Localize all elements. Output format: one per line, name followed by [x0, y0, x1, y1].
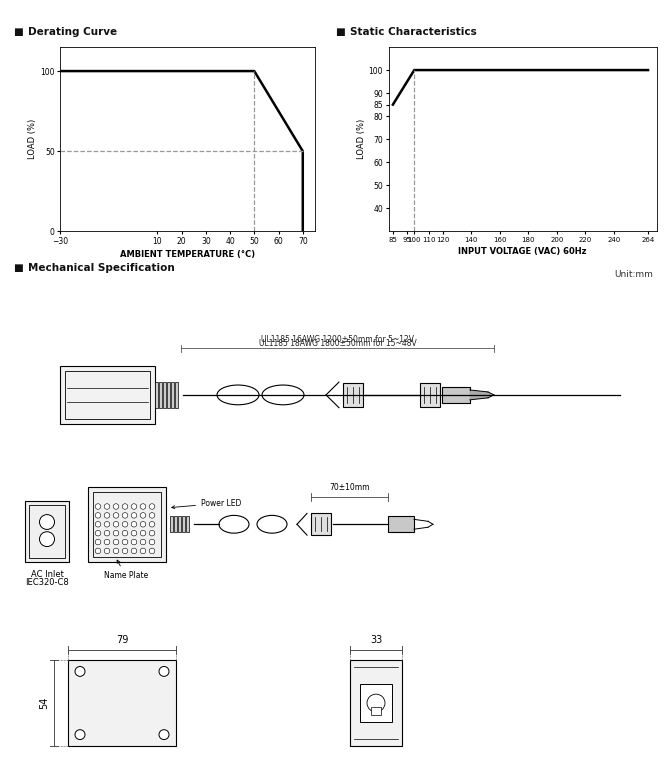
Circle shape — [113, 531, 119, 536]
Circle shape — [113, 513, 119, 518]
Circle shape — [140, 504, 146, 510]
Bar — [155, 383, 158, 408]
X-axis label: AMBIENT TEMPERATURE (°C): AMBIENT TEMPERATURE (°C) — [120, 250, 255, 259]
Text: Mechanical Specification: Mechanical Specification — [28, 263, 175, 273]
Bar — [174, 517, 177, 532]
Bar — [182, 517, 185, 532]
Text: UL1185 18AWG 1800±50mm for 15~48V: UL1185 18AWG 1800±50mm for 15~48V — [259, 339, 416, 349]
Circle shape — [122, 513, 128, 518]
Circle shape — [159, 730, 169, 739]
Circle shape — [122, 504, 128, 510]
Circle shape — [75, 666, 85, 677]
Circle shape — [149, 521, 155, 527]
Text: IEC320-C8: IEC320-C8 — [25, 578, 69, 586]
Text: UL1185 16AWG 1200±50mm for 5~12V: UL1185 16AWG 1200±50mm for 5~12V — [261, 335, 414, 343]
Circle shape — [149, 548, 155, 554]
Bar — [25, 500, 69, 562]
Circle shape — [122, 531, 128, 536]
Bar — [88, 487, 166, 562]
Circle shape — [95, 548, 100, 554]
Bar — [371, 707, 381, 715]
Bar — [420, 383, 440, 407]
Circle shape — [105, 531, 110, 536]
Bar — [171, 383, 174, 408]
Bar — [29, 505, 65, 558]
Bar — [175, 383, 178, 408]
Circle shape — [113, 521, 119, 527]
Text: Unit:mm: Unit:mm — [614, 270, 653, 279]
Circle shape — [113, 539, 119, 545]
Text: Derating Curve: Derating Curve — [28, 27, 117, 38]
Circle shape — [140, 513, 146, 518]
Circle shape — [105, 504, 110, 510]
Circle shape — [95, 539, 100, 545]
Text: ■: ■ — [13, 263, 23, 273]
Circle shape — [367, 694, 385, 712]
Circle shape — [140, 548, 146, 554]
Bar — [311, 514, 331, 535]
Bar — [178, 517, 181, 532]
Bar — [65, 371, 150, 419]
Circle shape — [131, 521, 137, 527]
Circle shape — [122, 539, 128, 545]
Bar — [350, 659, 402, 746]
X-axis label: INPUT VOLTAGE (VAC) 60Hz: INPUT VOLTAGE (VAC) 60Hz — [458, 247, 587, 256]
Bar — [167, 383, 170, 408]
Circle shape — [131, 531, 137, 536]
Bar — [60, 366, 155, 423]
Y-axis label: LOAD (%): LOAD (%) — [356, 119, 366, 159]
Circle shape — [149, 513, 155, 518]
Text: Static Characteristics: Static Characteristics — [350, 27, 476, 38]
Circle shape — [159, 666, 169, 677]
Circle shape — [95, 521, 100, 527]
Circle shape — [105, 513, 110, 518]
Circle shape — [122, 521, 128, 527]
Text: Power LED: Power LED — [172, 499, 241, 509]
Circle shape — [140, 539, 146, 545]
Bar — [360, 684, 392, 722]
Bar — [442, 387, 470, 403]
Circle shape — [122, 548, 128, 554]
Text: 70±10mm: 70±10mm — [329, 483, 370, 492]
Circle shape — [131, 548, 137, 554]
Bar — [186, 517, 189, 532]
Bar — [159, 383, 162, 408]
Bar — [163, 383, 166, 408]
Text: ■: ■ — [13, 27, 23, 38]
Text: 79: 79 — [116, 635, 128, 644]
Circle shape — [105, 521, 110, 527]
Circle shape — [95, 513, 100, 518]
Bar — [170, 517, 173, 532]
Circle shape — [95, 531, 100, 536]
Text: AC Inlet: AC Inlet — [31, 570, 64, 579]
Bar — [343, 383, 363, 407]
Circle shape — [131, 513, 137, 518]
Circle shape — [149, 531, 155, 536]
Circle shape — [40, 532, 54, 546]
Circle shape — [113, 504, 119, 510]
Circle shape — [105, 539, 110, 545]
Bar — [68, 659, 176, 746]
Polygon shape — [470, 390, 494, 400]
Y-axis label: LOAD (%): LOAD (%) — [28, 119, 38, 159]
Text: ■: ■ — [335, 27, 345, 38]
Text: 54: 54 — [39, 697, 49, 710]
Circle shape — [131, 539, 137, 545]
Circle shape — [75, 730, 85, 739]
Circle shape — [149, 504, 155, 510]
Circle shape — [40, 514, 54, 529]
Circle shape — [95, 504, 100, 510]
Text: 33: 33 — [370, 635, 382, 644]
Circle shape — [149, 539, 155, 545]
Circle shape — [131, 504, 137, 510]
Circle shape — [140, 521, 146, 527]
Circle shape — [105, 548, 110, 554]
Circle shape — [140, 531, 146, 536]
Bar — [388, 517, 414, 532]
Text: Name Plate: Name Plate — [104, 560, 148, 580]
Circle shape — [113, 548, 119, 554]
Bar — [93, 492, 161, 557]
